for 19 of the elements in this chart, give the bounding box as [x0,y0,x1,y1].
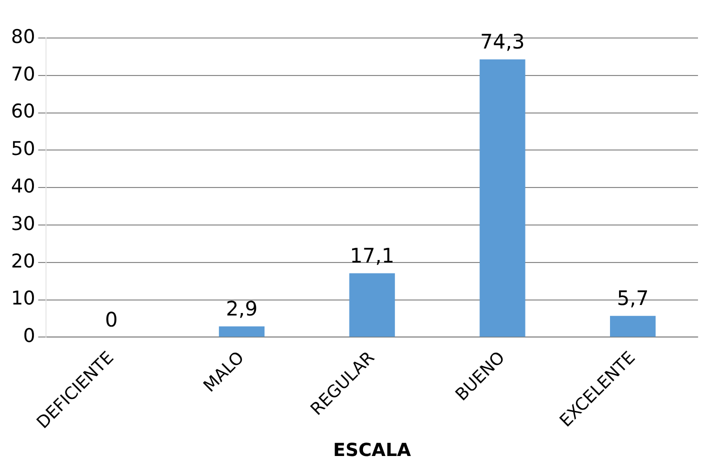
y-tick-label: 30 [10,212,36,235]
bar [218,326,265,337]
bar [610,316,656,337]
y-tick-label: 40 [10,176,36,198]
bar [480,59,526,337]
data-label: 5,7 [616,286,649,310]
y-tick-label: 20 [10,250,36,272]
data-label: 17,1 [350,243,394,268]
y-tick-label: 0 [23,325,36,348]
y-tick-label: 10 [10,288,36,310]
x-axis-title: ESCALA [333,440,412,461]
data-label: 0 [104,307,118,332]
y-tick-label: 80 [10,26,36,48]
y-tick-label: 60 [10,100,36,123]
y-tick-label: 70 [10,63,36,86]
data-label: 2,9 [226,296,258,321]
data-label: 74,3 [480,30,525,54]
bar [349,273,395,337]
y-tick-label: 50 [10,138,36,160]
